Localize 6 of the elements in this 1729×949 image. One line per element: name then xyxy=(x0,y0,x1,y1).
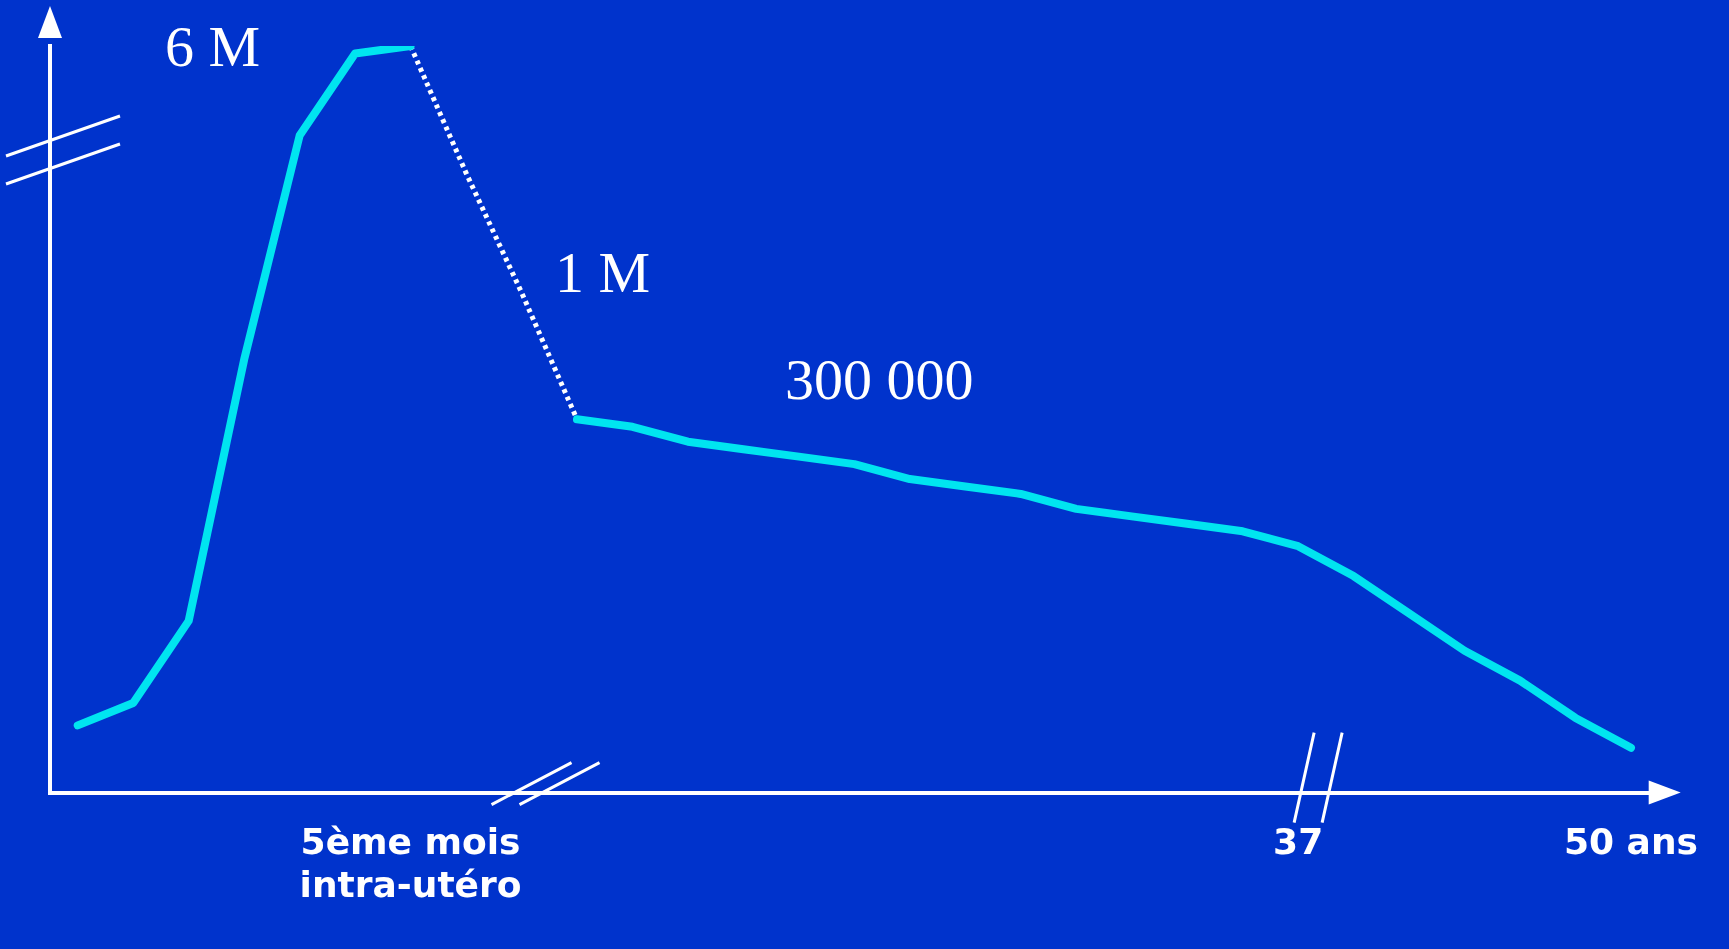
annotation: 300 000 xyxy=(785,347,974,412)
x-tick-label: 5ème mois intra-utéro xyxy=(299,820,522,905)
annotation: 1 M xyxy=(555,240,651,305)
annotation: 6 M xyxy=(165,14,261,79)
x-tick-label: 50 ans xyxy=(1563,820,1698,862)
x-tick-label: 37 xyxy=(1273,820,1324,862)
